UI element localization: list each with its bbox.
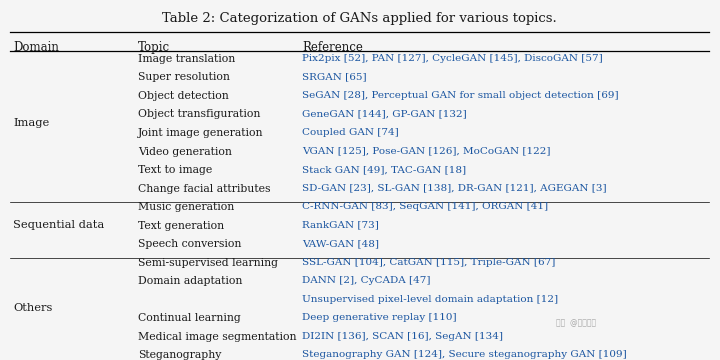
Text: SD-GAN [23], SL-GAN [138], DR-GAN [121], AGEGAN [3]: SD-GAN [23], SL-GAN [138], DR-GAN [121],…: [302, 184, 607, 193]
Text: Reference: Reference: [302, 41, 364, 54]
Text: Domain adaptation: Domain adaptation: [138, 276, 243, 286]
Text: GeneGAN [144], GP-GAN [132]: GeneGAN [144], GP-GAN [132]: [302, 109, 467, 118]
Text: Unsupervised pixel-level domain adaptation [12]: Unsupervised pixel-level domain adaptati…: [302, 295, 559, 304]
Text: Others: Others: [14, 303, 53, 313]
Text: Continual learning: Continual learning: [138, 313, 241, 323]
Text: Music generation: Music generation: [138, 202, 235, 212]
Text: Object transfiguration: Object transfiguration: [138, 109, 261, 120]
Text: DI2IN [136], SCAN [16], SegAN [134]: DI2IN [136], SCAN [16], SegAN [134]: [302, 332, 503, 341]
Text: Joint image generation: Joint image generation: [138, 128, 264, 138]
Text: Change facial attributes: Change facial attributes: [138, 184, 271, 194]
Text: Topic: Topic: [138, 41, 171, 54]
Text: Pix2pix [52], PAN [127], CycleGAN [145], DiscoGAN [57]: Pix2pix [52], PAN [127], CycleGAN [145],…: [302, 54, 603, 63]
Text: Video generation: Video generation: [138, 147, 232, 157]
Text: SRGAN [65]: SRGAN [65]: [302, 72, 367, 81]
Text: Text generation: Text generation: [138, 221, 225, 231]
Text: Image: Image: [14, 118, 50, 128]
Text: Image translation: Image translation: [138, 54, 235, 64]
Text: VAW-GAN [48]: VAW-GAN [48]: [302, 239, 379, 248]
Text: DANN [2], CyCADA [47]: DANN [2], CyCADA [47]: [302, 276, 431, 285]
Text: Coupled GAN [74]: Coupled GAN [74]: [302, 128, 399, 137]
Text: RankGAN [73]: RankGAN [73]: [302, 221, 379, 230]
Text: Domain: Domain: [14, 41, 59, 54]
Text: Speech conversion: Speech conversion: [138, 239, 242, 249]
Text: Medical image segmentation: Medical image segmentation: [138, 332, 297, 342]
Text: Steganography: Steganography: [138, 350, 222, 360]
Text: VGAN [125], Pose-GAN [126], MoCoGAN [122]: VGAN [125], Pose-GAN [126], MoCoGAN [122…: [302, 147, 551, 156]
Text: Text to image: Text to image: [138, 165, 212, 175]
Text: 知乎  @我爱馒头: 知乎 @我爱馒头: [556, 318, 595, 327]
Text: Deep generative replay [110]: Deep generative replay [110]: [302, 313, 457, 322]
Text: Object detection: Object detection: [138, 91, 229, 101]
Text: Super resolution: Super resolution: [138, 72, 230, 82]
Text: Sequential data: Sequential data: [14, 220, 104, 230]
Text: SeGAN [28], Perceptual GAN for small object detection [69]: SeGAN [28], Perceptual GAN for small obj…: [302, 91, 619, 100]
Text: C-RNN-GAN [83], SeqGAN [141], ORGAN [41]: C-RNN-GAN [83], SeqGAN [141], ORGAN [41]: [302, 202, 549, 211]
Text: Table 2: Categorization of GANs applied for various topics.: Table 2: Categorization of GANs applied …: [162, 12, 557, 25]
Text: SSL-GAN [104], CatGAN [115], Triple-GAN [67]: SSL-GAN [104], CatGAN [115], Triple-GAN …: [302, 258, 556, 267]
Text: Steganography GAN [124], Secure steganography GAN [109]: Steganography GAN [124], Secure steganog…: [302, 350, 627, 359]
Text: Stack GAN [49], TAC-GAN [18]: Stack GAN [49], TAC-GAN [18]: [302, 165, 467, 174]
Text: Semi-supervised learning: Semi-supervised learning: [138, 258, 279, 267]
